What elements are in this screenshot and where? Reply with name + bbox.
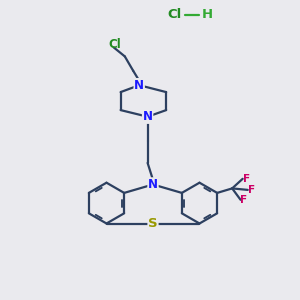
- Text: N: N: [134, 79, 144, 92]
- Text: N: N: [148, 178, 158, 191]
- Text: N: N: [142, 110, 153, 123]
- Text: F: F: [243, 174, 250, 184]
- Text: F: F: [240, 195, 247, 206]
- Text: S: S: [148, 217, 158, 230]
- Text: Cl: Cl: [109, 38, 122, 52]
- Text: Cl: Cl: [167, 8, 181, 22]
- Text: H: H: [201, 8, 213, 22]
- Text: F: F: [248, 185, 256, 195]
